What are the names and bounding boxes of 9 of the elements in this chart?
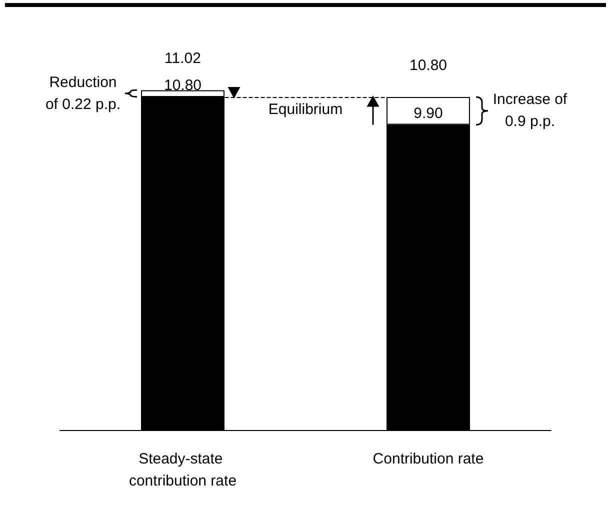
data-label: 10.80 bbox=[164, 77, 202, 94]
data-label: 9.90 bbox=[414, 104, 443, 122]
total-label: 10.80 bbox=[409, 57, 448, 74]
annotation: Reduction of 0.22 p.p. bbox=[44, 72, 122, 115]
total-label: 11.02 bbox=[164, 50, 201, 68]
ref-line-label: Equilibrium bbox=[268, 101, 343, 118]
x-tick-label: Contribution rate bbox=[372, 450, 484, 468]
annotation: Increase of 0.9 p.p. bbox=[492, 90, 568, 132]
x-tick-label: Steady-state contribution rate bbox=[128, 450, 237, 490]
